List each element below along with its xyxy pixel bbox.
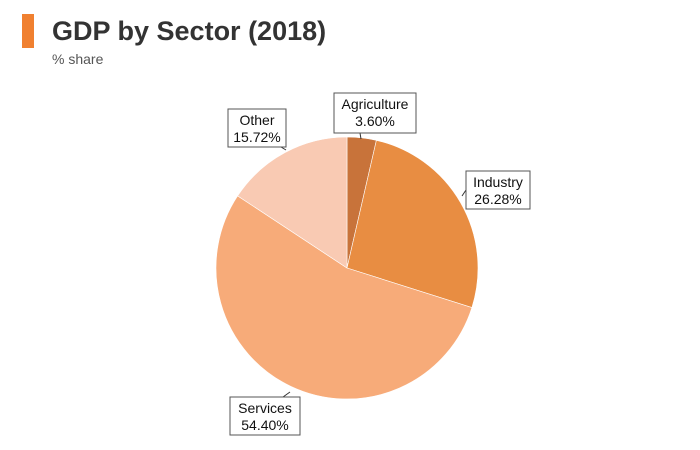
slice-name: Other [239,112,274,128]
slice-value: 54.40% [241,417,288,433]
leader-line [359,132,362,140]
slice-value: 15.72% [233,129,280,145]
pie-slice-services [215,195,473,400]
chart-subtitle: % share [52,51,104,67]
slice-value: 3.60% [355,113,395,129]
label-box [227,108,287,148]
title-accent-bar [22,14,34,48]
leader-line [461,189,467,197]
label-box [333,92,417,134]
pie-slice-industry [346,139,479,308]
label-box [229,396,301,436]
pie-slice-other [237,136,348,269]
slice-name: Services [238,400,292,416]
slice-value: 26.28% [474,191,521,207]
slice-name: Agriculture [342,96,409,112]
slice-name: Industry [473,174,523,190]
label-box [465,170,531,210]
chart-title: GDP by Sector (2018) [52,16,327,46]
leader-line [282,391,291,398]
